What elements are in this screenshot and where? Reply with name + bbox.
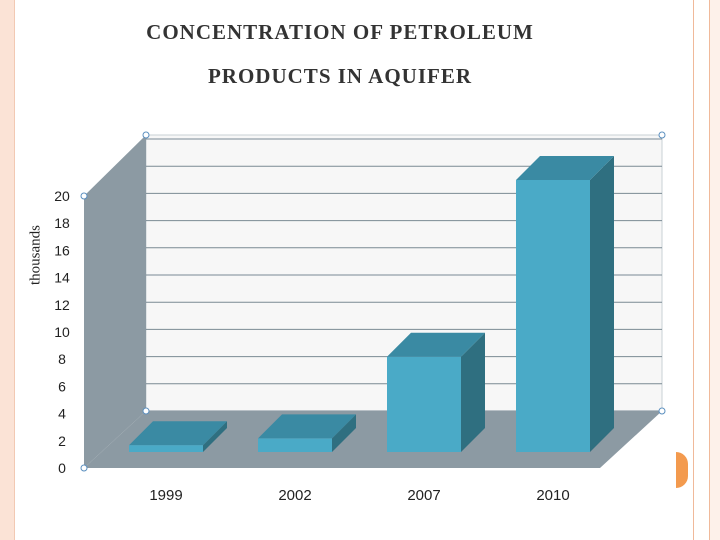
x-tick-label: 2002	[278, 487, 311, 504]
y-tick-label: 18	[54, 215, 70, 231]
y-tick-label: 20	[54, 188, 70, 204]
plot-corner-handle	[658, 131, 666, 139]
right-decor-panel	[709, 0, 720, 540]
bar-1999	[129, 421, 227, 452]
x-tick-label: 2010	[536, 487, 569, 504]
y-tick-label: 6	[58, 378, 66, 394]
bar-top-face	[258, 414, 356, 439]
bar-side-face	[332, 414, 356, 452]
plot-corner-handle	[80, 464, 88, 472]
x-tick-label: 2007	[407, 487, 440, 504]
right-decor-line	[693, 0, 694, 540]
bar-front-face	[129, 445, 203, 452]
plot-corner-handle	[658, 407, 666, 415]
plot-corner-handle	[80, 192, 88, 200]
bar-front-face	[258, 438, 332, 452]
x-tick-label: 1999	[149, 487, 182, 504]
y-tick-label: 2	[58, 433, 66, 449]
chart-title-line-1: CONCENTRATION OF PETROLEUM	[146, 20, 534, 44]
bar-2002	[258, 414, 356, 452]
y-tick-label: 16	[54, 242, 70, 258]
right-decor-line	[709, 0, 710, 540]
y-tick-label: 0	[58, 460, 66, 476]
y-tick-label: 10	[54, 324, 70, 340]
bar-top-face	[516, 156, 614, 180]
bar-side-face	[590, 156, 614, 452]
left-decor-strip	[0, 0, 15, 540]
bar-2010	[516, 156, 614, 452]
bar-top-face	[387, 332, 485, 357]
plot-corner-handle	[142, 131, 150, 139]
bar-side-face	[203, 421, 227, 452]
y-tick-label: 14	[54, 270, 70, 286]
bar-front-face	[516, 180, 590, 452]
plot-corner-handle	[142, 407, 150, 415]
orange-tab-accent	[676, 452, 688, 488]
y-tick-label: 12	[54, 297, 70, 313]
bar-side-face	[461, 332, 485, 452]
y-tick-label: 4	[58, 406, 66, 422]
chart-title-line-2: PRODUCTS IN AQUIFER	[207, 64, 473, 88]
chart-left-wall	[84, 135, 146, 468]
bar-front-face	[387, 356, 461, 452]
y-tick-label: 8	[58, 351, 66, 367]
bar-top-face	[129, 421, 227, 446]
bar-2007	[387, 332, 485, 452]
